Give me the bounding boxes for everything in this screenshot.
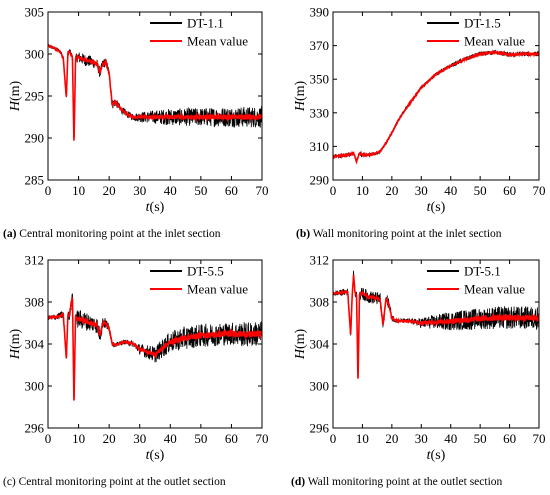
y-axis-label: H(m): [293, 328, 308, 360]
y-tick-label: 308: [25, 295, 45, 310]
x-tick-label: 10: [356, 431, 369, 446]
x-tick-label: 30: [415, 183, 428, 198]
x-tick-label: 40: [444, 183, 457, 198]
x-axis-label: t(s): [146, 448, 165, 463]
x-tick-label: 70: [256, 183, 269, 198]
legend-label-raw: DT-5.1: [464, 264, 501, 279]
legend-label-raw: DT-1.1: [187, 16, 224, 31]
y-tick-label: 295: [25, 89, 45, 104]
y-tick-label: 300: [25, 47, 45, 62]
series-line-mean-value: [48, 296, 262, 401]
x-tick-label: 30: [133, 431, 146, 446]
y-tick-label: 304: [310, 337, 330, 352]
caption-b: (b) Wall monitoring point at the inlet s…: [296, 228, 502, 240]
x-tick-label: 40: [444, 431, 457, 446]
x-tick-label: 0: [45, 183, 52, 198]
x-tick-label: 20: [385, 183, 398, 198]
y-tick-label: 350: [310, 72, 330, 87]
y-axis-label: H(m): [8, 80, 23, 112]
x-tick-label: 10: [356, 183, 369, 198]
chart-c: 0 10 20 30 40 50 60 70 296 300 304 308 312 t(s) H(m) DT…: [8, 253, 269, 464]
x-tick-label: 20: [103, 431, 116, 446]
x-axis-label: t(s): [427, 200, 446, 215]
chart-a: 0 10 20 30 40 50 60 70 285 290 295 300 305 t(s) H(m) DT…: [8, 5, 269, 216]
caption-a: (a) Central monitoring point at the inle…: [3, 228, 221, 240]
y-axis-label: H(m): [8, 328, 23, 360]
x-tick-label: 70: [533, 183, 546, 198]
x-axis-label: t(s): [427, 448, 446, 463]
y-tick-label: 305: [25, 5, 45, 20]
chart-b: 0 10 20 30 40 50 60 70 290 310 330 350 370 390 t(s) H(m…: [293, 5, 546, 216]
y-tick-label: 296: [25, 421, 45, 436]
x-tick-label: 60: [503, 183, 516, 198]
caption-d: (d) Wall monitoring point at the outlet …: [291, 476, 503, 488]
x-tick-label: 60: [225, 431, 238, 446]
x-tick-label: 50: [474, 431, 487, 446]
x-axis-label: t(s): [146, 200, 165, 215]
legend-label-mean: Mean value: [187, 34, 248, 49]
y-tick-label: 300: [25, 379, 45, 394]
legend-label-mean: Mean value: [187, 282, 248, 297]
y-tick-label: 310: [310, 139, 330, 154]
y-axis-label: H(m): [293, 80, 308, 112]
y-tick-label: 285: [25, 173, 45, 188]
y-tick-label: 370: [310, 38, 330, 53]
x-tick-label: 40: [164, 431, 177, 446]
x-tick-label: 50: [194, 431, 207, 446]
plot-frame: [332, 11, 540, 181]
legend-label-raw: DT-1.5: [464, 16, 501, 31]
x-tick-label: 30: [133, 183, 146, 198]
x-tick-label: 10: [72, 183, 85, 198]
y-tick-label: 290: [310, 173, 330, 188]
y-tick-label: 308: [310, 295, 330, 310]
x-tick-label: 50: [474, 183, 487, 198]
x-tick-label: 50: [194, 183, 207, 198]
x-tick-label: 20: [103, 183, 116, 198]
x-tick-label: 0: [330, 183, 337, 198]
y-tick-label: 312: [25, 253, 45, 268]
x-tick-label: 0: [45, 431, 52, 446]
x-tick-label: 30: [415, 431, 428, 446]
series-line-mean-value: [333, 49, 539, 165]
caption-c: (c) Central monitoring point at the outl…: [3, 476, 226, 488]
y-tick-label: 296: [310, 421, 330, 436]
legend-label-mean: Mean value: [464, 282, 525, 297]
legend-label-raw: DT-5.5: [187, 264, 224, 279]
y-tick-label: 330: [310, 105, 330, 120]
series-line-DT-1.5: [333, 49, 539, 163]
series-line-mean-value: [333, 274, 539, 379]
x-tick-label: 20: [385, 431, 398, 446]
legend-label-mean: Mean value: [464, 34, 525, 49]
y-tick-label: 390: [310, 5, 330, 20]
series-line-mean-value: [48, 44, 262, 141]
chart-d: 0 10 20 30 40 50 60 70 296 300 304 308 312 t(s) H(m) DT…: [293, 253, 546, 464]
y-tick-label: 290: [25, 131, 45, 146]
x-tick-label: 70: [256, 431, 269, 446]
x-tick-label: 60: [225, 183, 238, 198]
x-tick-label: 40: [164, 183, 177, 198]
y-tick-label: 312: [310, 253, 330, 268]
y-tick-label: 300: [310, 379, 330, 394]
x-tick-label: 60: [503, 431, 516, 446]
x-tick-label: 0: [330, 431, 337, 446]
x-tick-label: 70: [533, 431, 546, 446]
x-tick-label: 10: [72, 431, 85, 446]
series-line-DT-5.5: [48, 293, 262, 398]
y-tick-label: 304: [25, 337, 45, 352]
